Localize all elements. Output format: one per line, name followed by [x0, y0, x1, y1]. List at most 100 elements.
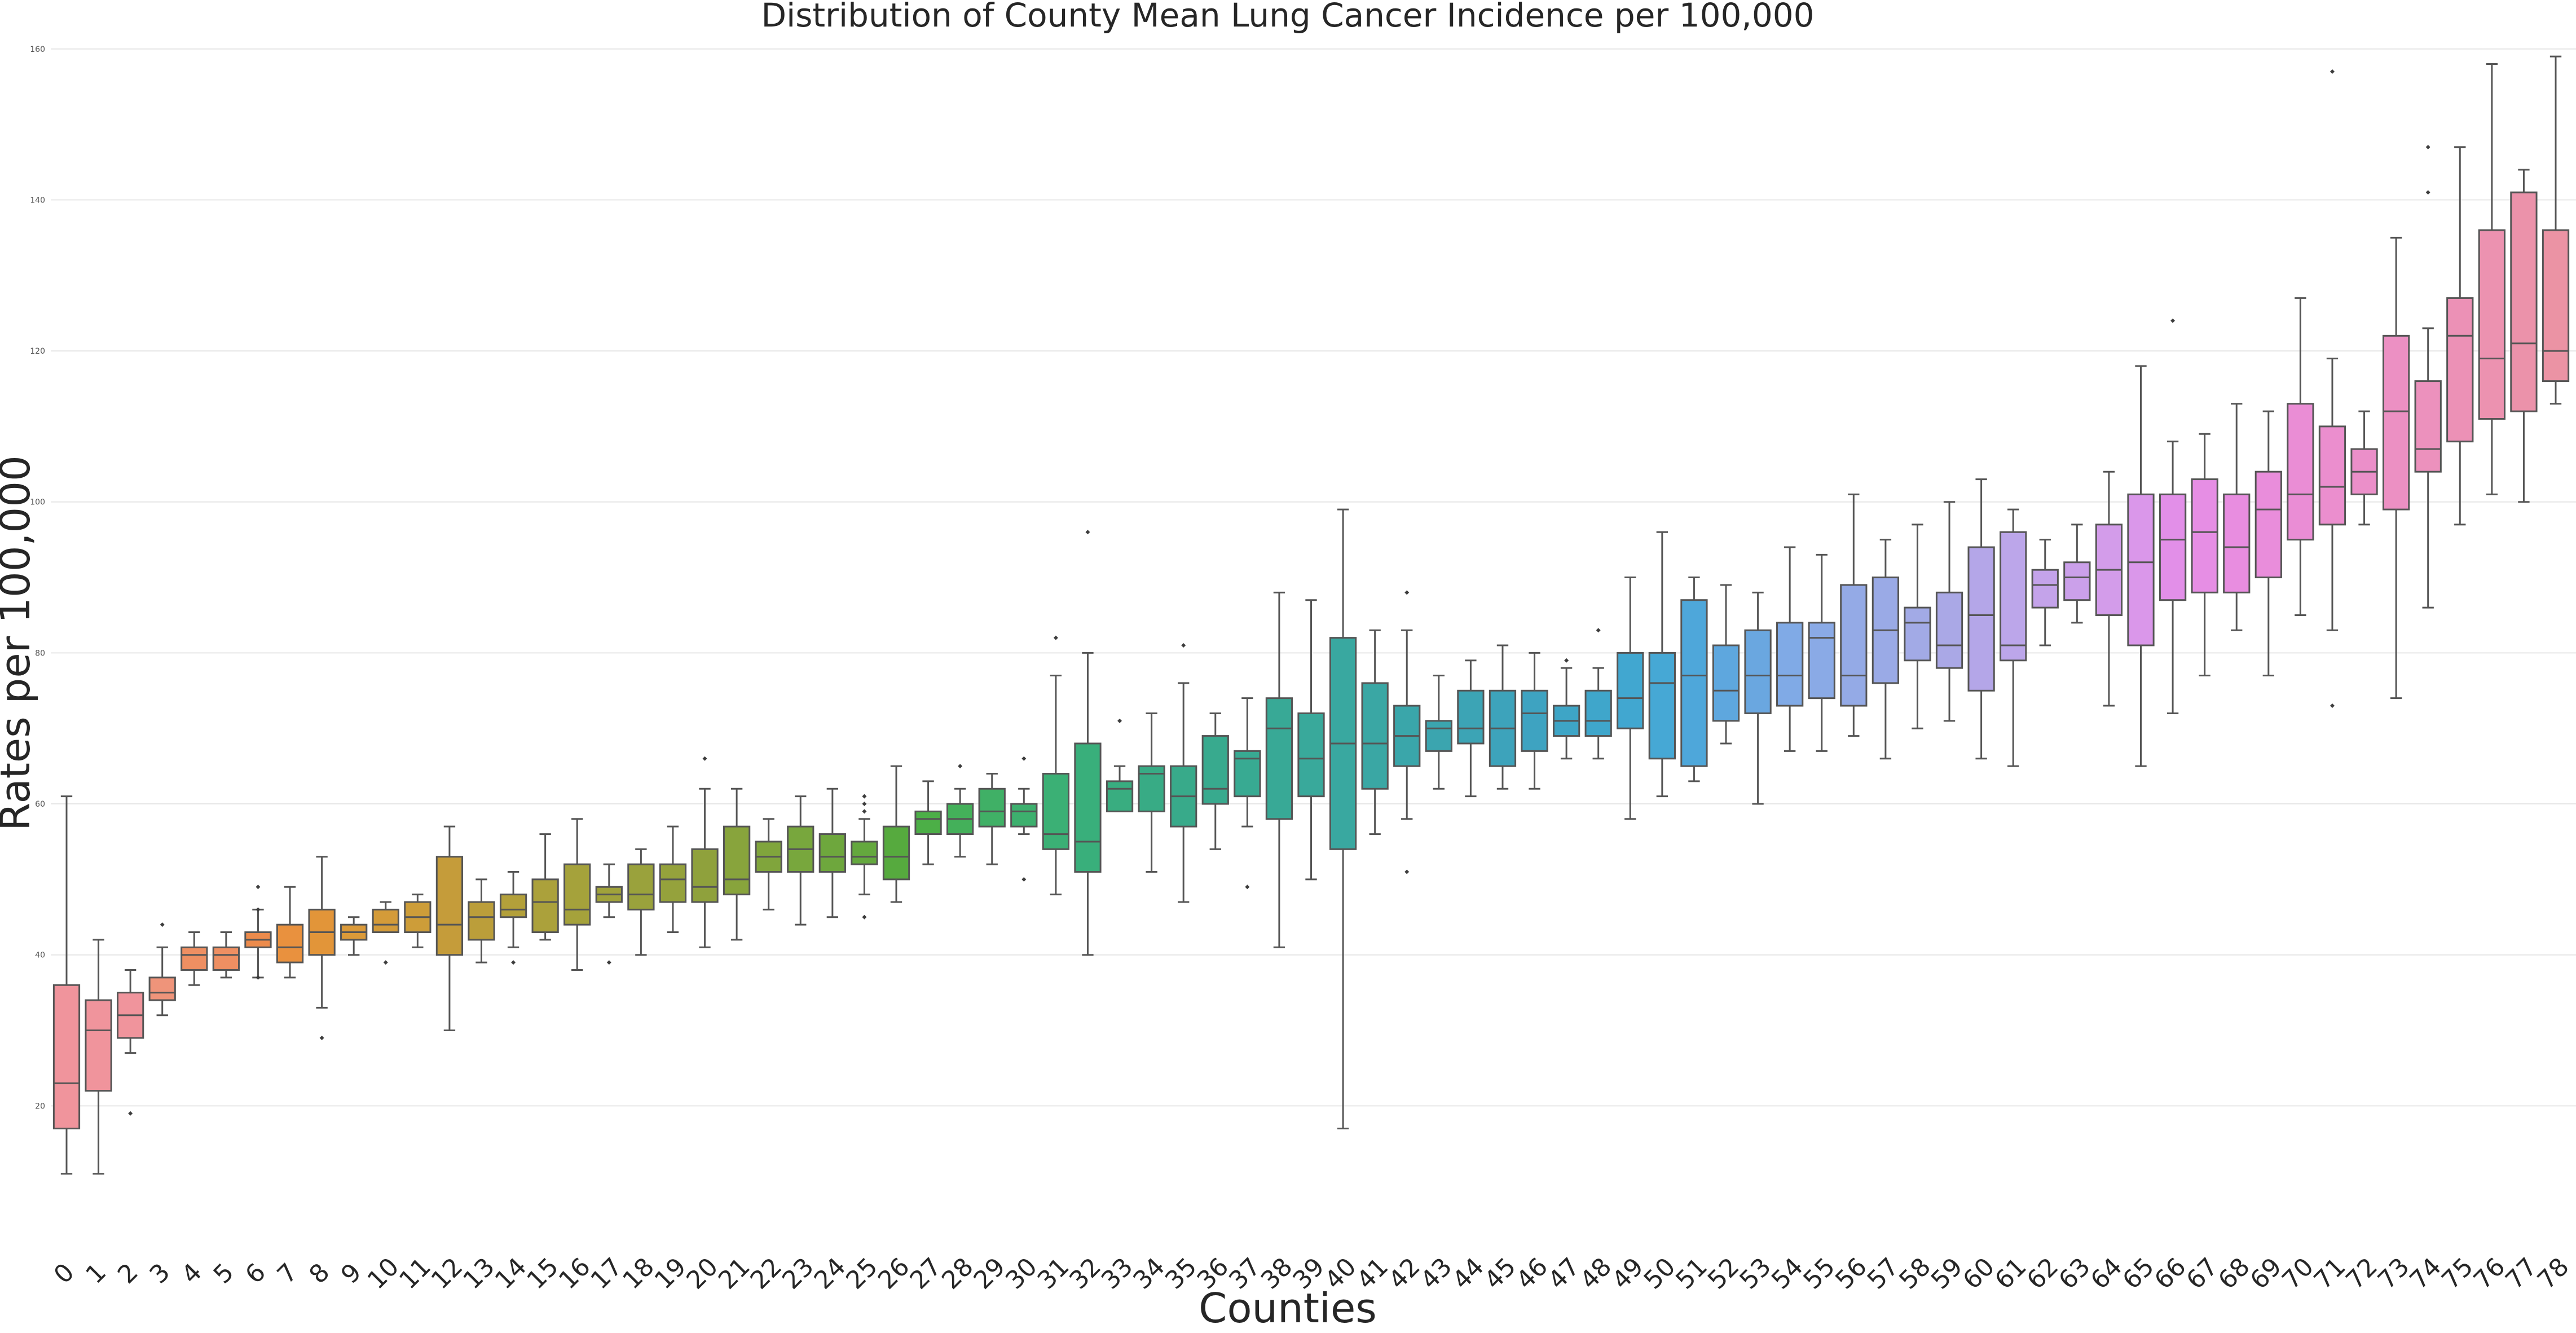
box-iqr [52, 984, 81, 1129]
outlier-point [2330, 703, 2335, 709]
box-iqr [1712, 644, 1740, 722]
y-tick-80: 80 [35, 649, 45, 658]
outlier-point [2330, 69, 2335, 74]
box-67 [2191, 433, 2218, 677]
box-iqr [1680, 599, 1708, 767]
box-20 [691, 756, 719, 948]
box-iqr [818, 833, 846, 873]
outlier-point [1053, 635, 1058, 640]
box-8 [308, 856, 336, 1040]
x-axis-label: Counties [1199, 1284, 1377, 1332]
y-tick-60: 60 [35, 800, 45, 809]
box-75 [2446, 146, 2474, 526]
box-9 [340, 916, 368, 956]
box-iqr [1042, 773, 1070, 850]
box-iqr [723, 825, 751, 896]
box-iqr [691, 848, 719, 903]
box-iqr [2063, 561, 2091, 601]
box-38 [1265, 591, 1293, 948]
box-55 [1808, 553, 1835, 752]
box-iqr [2542, 229, 2570, 382]
box-63 [2063, 523, 2091, 624]
y-tick-40: 40 [35, 951, 45, 960]
box-iqr [180, 946, 208, 971]
box-iqr [1521, 689, 1548, 752]
box-iqr [914, 810, 942, 835]
box-25 [851, 794, 878, 920]
box-50 [1648, 531, 1676, 798]
chart-title: Distribution of County Mean Lung Cancer … [761, 0, 1814, 34]
box-iqr [1457, 689, 1485, 745]
box-iqr [2446, 297, 2474, 443]
box-iqr [2510, 191, 2538, 412]
outlier-point [1404, 590, 1410, 595]
box-7 [276, 886, 304, 979]
box-iqr [2000, 531, 2027, 662]
box-18 [627, 848, 655, 956]
box-iqr [1265, 697, 1293, 820]
y-tick-160: 160 [30, 45, 45, 54]
box-iqr [2414, 380, 2442, 473]
box-0 [52, 795, 81, 1175]
box-32 [1074, 530, 1102, 956]
box-iqr [2031, 569, 2059, 609]
box-73 [2382, 236, 2410, 700]
box-60 [1967, 478, 1995, 760]
outlier-point [256, 885, 261, 890]
box-iqr [1617, 652, 1644, 729]
box-56 [1840, 493, 1868, 737]
outlier-point [958, 764, 963, 769]
box-iqr [276, 923, 304, 964]
box-iqr [2318, 425, 2346, 526]
y-tick-100: 100 [30, 498, 45, 507]
box-64 [2095, 470, 2123, 707]
box-62 [2031, 539, 2059, 646]
box-iqr [851, 841, 878, 865]
outlier-point [862, 802, 867, 807]
box-22 [755, 818, 782, 910]
box-11 [404, 894, 431, 948]
outlier-point [702, 756, 707, 761]
gridlines [51, 48, 2576, 1107]
y-tick-20: 20 [35, 1102, 45, 1111]
box-30 [1010, 756, 1038, 882]
box-iqr [531, 878, 559, 934]
box-iqr [2127, 493, 2155, 646]
box-57 [1872, 539, 1900, 760]
box-iqr [499, 894, 527, 918]
outlier-point [128, 1111, 133, 1116]
box-iqr [2382, 335, 2410, 511]
box-72 [2350, 410, 2378, 526]
box-iqr [1201, 735, 1229, 805]
outlier-point [2170, 318, 2176, 323]
box-iqr [2287, 403, 2314, 541]
box-39 [1297, 599, 1325, 881]
box-27 [914, 780, 942, 865]
box-45 [1489, 644, 1517, 790]
box-40 [1329, 508, 1357, 1129]
outlier-point [862, 809, 867, 814]
box-36 [1201, 712, 1229, 850]
outlier-point [1245, 885, 1250, 890]
box-37 [1234, 697, 1261, 890]
box-34 [1138, 712, 1165, 873]
box-77 [2510, 169, 2538, 503]
outlier-point [383, 960, 388, 965]
outlier-point [1564, 658, 1569, 663]
box-70 [2287, 297, 2314, 616]
outlier-point [1117, 718, 1122, 723]
box-58 [1904, 523, 1931, 729]
outlier-point [256, 907, 261, 912]
box-52 [1712, 584, 1740, 745]
box-12 [435, 825, 464, 1032]
box-16 [563, 818, 591, 971]
box-5 [212, 931, 240, 979]
box-3 [148, 922, 176, 1017]
box-71 [2318, 69, 2346, 709]
outlier-point [160, 922, 165, 927]
box-69 [2254, 410, 2282, 677]
box-1 [85, 939, 112, 1175]
box-6 [244, 885, 272, 980]
box-65 [2127, 365, 2155, 767]
